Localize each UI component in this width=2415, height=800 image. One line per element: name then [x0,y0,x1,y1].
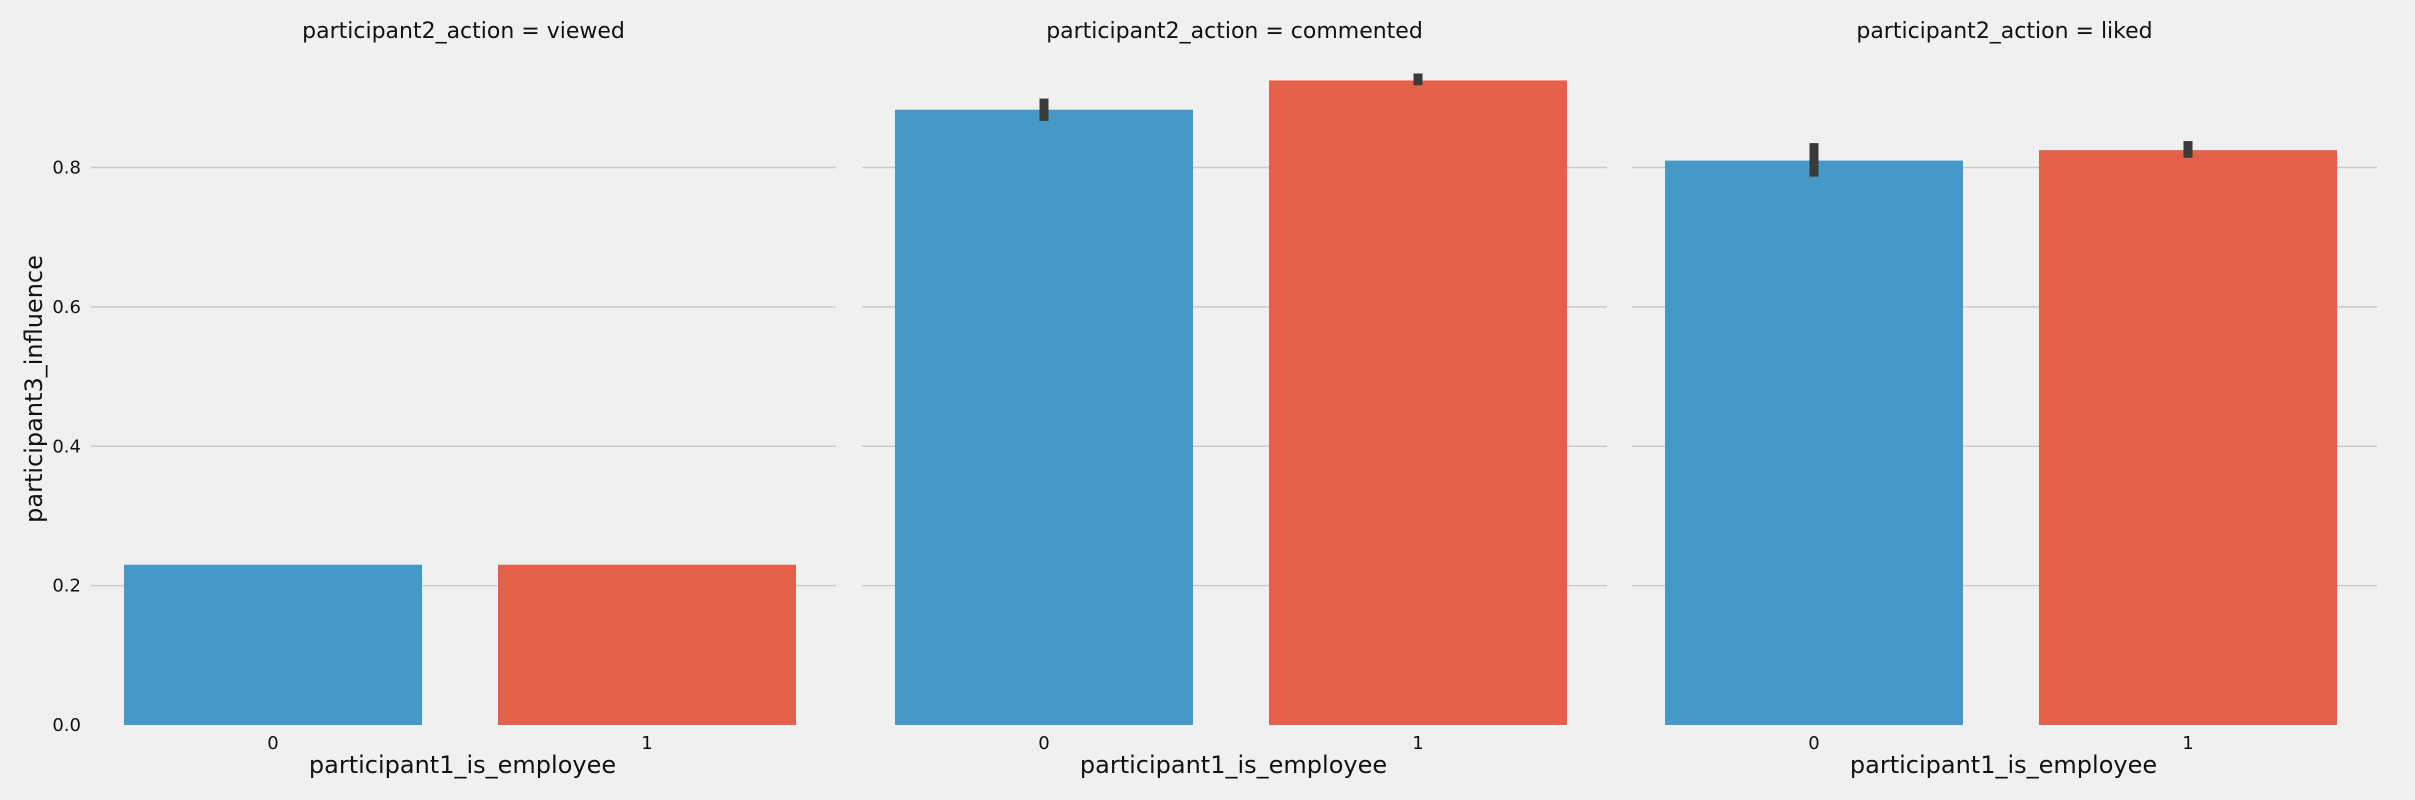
y-tick-label: 0.6 [52,297,81,318]
x-tick-label: 1 [641,733,652,754]
x-tick-label: 0 [1808,733,1819,754]
panel-1: 0.0 0.2 0.4 0.6 0.8 participant2_action = vie… [52,19,836,779]
bar-1 [498,564,796,725]
y-tick-label: 0.0 [52,715,81,736]
x-axis-label: participant1_is_employee [1080,751,1387,779]
x-axis-label: participant1_is_employee [1850,751,2157,779]
x-tick-label: 1 [1412,733,1423,754]
y-axis-label: participant3_influence [20,255,48,523]
x-tick-label: 1 [2182,733,2193,754]
x-tick-label: 0 [267,733,278,754]
x-axis-label: participant1_is_employee [309,751,616,779]
bar-0 [124,564,422,725]
chart-panels: 0.0 0.2 0.4 0.6 0.8 participant2_action = vie… [52,19,2377,779]
bar-0 [1665,160,1963,726]
y-tick-label: 0.4 [52,436,81,457]
x-tick-label: 0 [1038,733,1049,754]
panel-2: participant2_action = commented 0 1 partici… [862,19,1607,779]
bar-1 [2039,150,2337,725]
facet-title: participant2_action = commented [1046,19,1423,44]
panel-3: participant2_action = liked 0 1 participant… [1632,19,2377,779]
facet-title: participant2_action = viewed [302,19,625,44]
facet-title: participant2_action = liked [1856,19,2152,44]
y-tick-label: 0.2 [52,576,81,597]
y-tick-label: 0.8 [52,158,81,179]
bar-1 [1269,80,1567,725]
bar-0 [895,109,1193,726]
